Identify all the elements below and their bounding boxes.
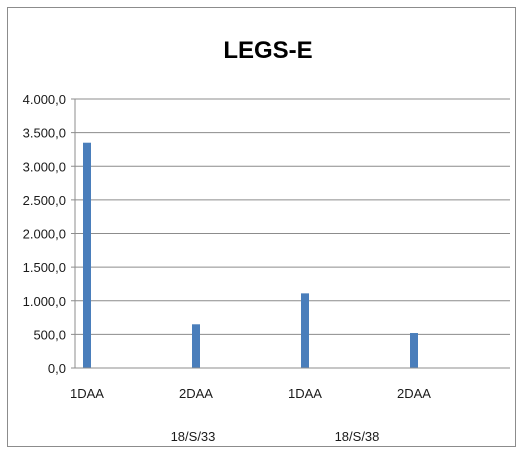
y-tick-label: 0,0 xyxy=(48,361,66,376)
y-tick-label: 2.000,0 xyxy=(23,227,66,242)
x-tick-label: 1DAA xyxy=(70,386,104,401)
y-tick-label: 500,0 xyxy=(33,327,66,342)
y-tick-label: 1.000,0 xyxy=(23,294,66,309)
bar-2 xyxy=(192,324,200,368)
bars xyxy=(83,142,418,368)
gridlines xyxy=(71,98,510,369)
y-tick-label: 3.500,0 xyxy=(23,126,66,141)
x-tick-label: 2DAA xyxy=(179,386,213,401)
x-tick-label: 2DAA xyxy=(397,386,431,401)
y-tick-label: 2.500,0 xyxy=(23,193,66,208)
bar-4 xyxy=(410,333,418,368)
x-group-label: 18/S/38 xyxy=(335,429,380,444)
y-tick-label: 1.500,0 xyxy=(23,260,66,275)
x-axis-group-labels: 18/S/33 18/S/38 xyxy=(171,429,380,444)
y-axis-tick-labels: 0,0 500,0 1.000,0 1.500,0 2.000,0 2.500,0 3.00… xyxy=(23,92,66,376)
y-tick-label: 4.000,0 xyxy=(23,92,66,107)
chart-frame xyxy=(7,7,516,447)
chart-title: LEGS-E xyxy=(223,37,312,64)
bar-1 xyxy=(83,142,91,368)
bar-3 xyxy=(301,293,309,368)
x-group-label: 18/S/33 xyxy=(171,429,216,444)
y-tick-label: 3.000,0 xyxy=(23,159,66,174)
x-tick-label: 1DAA xyxy=(288,386,322,401)
x-axis-tick-labels: 1DAA 2DAA 1DAA 2DAA xyxy=(70,386,431,401)
